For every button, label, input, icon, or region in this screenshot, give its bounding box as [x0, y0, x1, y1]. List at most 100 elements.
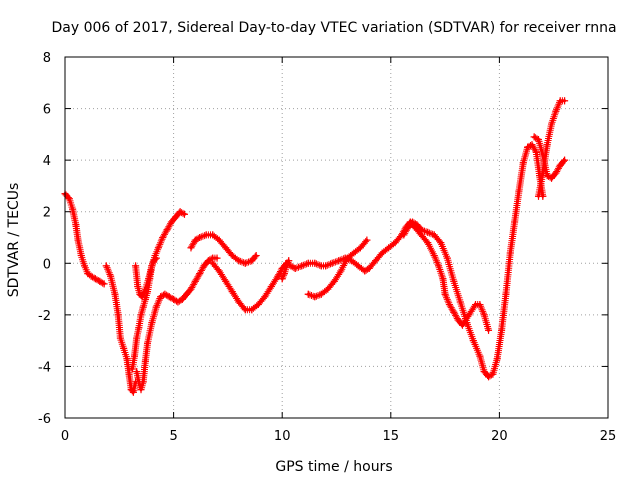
data-point	[348, 257, 356, 265]
data-point	[356, 244, 364, 252]
data-point	[107, 272, 115, 280]
data-point	[437, 239, 445, 247]
data-point	[328, 259, 336, 267]
data-point	[456, 298, 464, 306]
data-point	[454, 316, 462, 324]
data-point	[235, 257, 243, 265]
data-point	[552, 169, 560, 177]
data-point	[511, 218, 519, 226]
data-point	[283, 262, 291, 270]
data-point	[116, 334, 124, 342]
data-point	[343, 254, 351, 262]
data-point	[335, 257, 343, 265]
data-point	[278, 275, 286, 283]
data-point	[543, 172, 551, 180]
data-point	[213, 254, 221, 262]
data-point	[77, 252, 85, 260]
data-point	[137, 311, 145, 319]
series-line	[134, 210, 186, 299]
data-point	[125, 370, 133, 378]
data-point	[404, 223, 412, 231]
y-tick-label: -2	[38, 309, 51, 324]
data-point	[100, 280, 108, 288]
series-arc-1	[61, 190, 108, 288]
data-point	[137, 386, 145, 394]
data-point	[163, 226, 171, 234]
data-point	[548, 174, 556, 182]
x-tick-label: 5	[169, 429, 177, 444]
data-point	[159, 234, 167, 241]
data-point	[561, 156, 569, 164]
data-point	[69, 205, 77, 213]
data-point	[291, 264, 299, 272]
data-point	[548, 120, 556, 128]
data-point	[556, 161, 564, 169]
series-arc-5	[133, 254, 221, 394]
data-point	[400, 231, 408, 239]
data-point	[196, 234, 204, 241]
data-point	[228, 288, 236, 296]
x-tick-label: 0	[61, 429, 69, 444]
series-arc-14	[534, 97, 569, 200]
y-tick-label: 4	[43, 154, 51, 169]
data-point	[138, 293, 146, 301]
data-point	[465, 311, 473, 319]
series-arc-2	[102, 262, 140, 396]
data-point	[476, 352, 484, 360]
data-point	[165, 293, 173, 301]
data-point	[534, 192, 542, 200]
series-arc-6	[187, 231, 260, 267]
y-tick-label: 6	[43, 103, 51, 118]
x-tick-label: 10	[274, 429, 291, 444]
data-point	[191, 236, 199, 244]
x-tick-label: 15	[383, 429, 400, 444]
data-point	[450, 277, 458, 285]
data-point	[178, 295, 186, 303]
data-point	[365, 264, 373, 272]
data-point	[417, 226, 425, 234]
data-point	[267, 282, 275, 290]
data-point	[485, 373, 493, 381]
data-point	[506, 249, 514, 257]
x-tick-label: 20	[491, 429, 508, 444]
data-point	[480, 368, 488, 376]
data-point	[228, 252, 236, 260]
data-point	[187, 244, 195, 252]
data-point	[450, 308, 458, 316]
data-point	[561, 97, 569, 105]
data-point	[120, 344, 128, 352]
data-point	[144, 339, 152, 347]
data-point	[311, 259, 319, 267]
data-point	[152, 303, 160, 311]
data-point	[161, 290, 169, 298]
data-point	[174, 298, 182, 306]
data-point	[539, 169, 547, 177]
data-point	[141, 357, 149, 365]
data-point	[215, 236, 223, 244]
data-point	[132, 262, 140, 270]
data-point	[304, 290, 312, 298]
data-point	[350, 249, 358, 257]
data-point	[87, 272, 95, 280]
y-axis-label: SDTVAR / TECUs	[6, 183, 22, 298]
data-point	[180, 210, 188, 218]
data-point	[430, 231, 438, 239]
y-tick-label: -6	[38, 412, 51, 427]
data-point	[543, 141, 551, 149]
data-point	[139, 303, 147, 311]
data-point	[285, 257, 293, 265]
x-tick-label: 25	[600, 429, 617, 444]
data-point	[248, 306, 256, 314]
data-point	[378, 249, 386, 257]
data-point	[337, 267, 345, 275]
data-point	[261, 293, 269, 301]
data-point	[167, 218, 175, 226]
data-point	[241, 259, 249, 267]
data-point	[552, 107, 560, 115]
data-point	[439, 275, 447, 283]
y-tick-label: -4	[38, 360, 51, 375]
data-point	[317, 290, 325, 298]
data-point	[74, 236, 82, 244]
data-point	[129, 388, 137, 396]
